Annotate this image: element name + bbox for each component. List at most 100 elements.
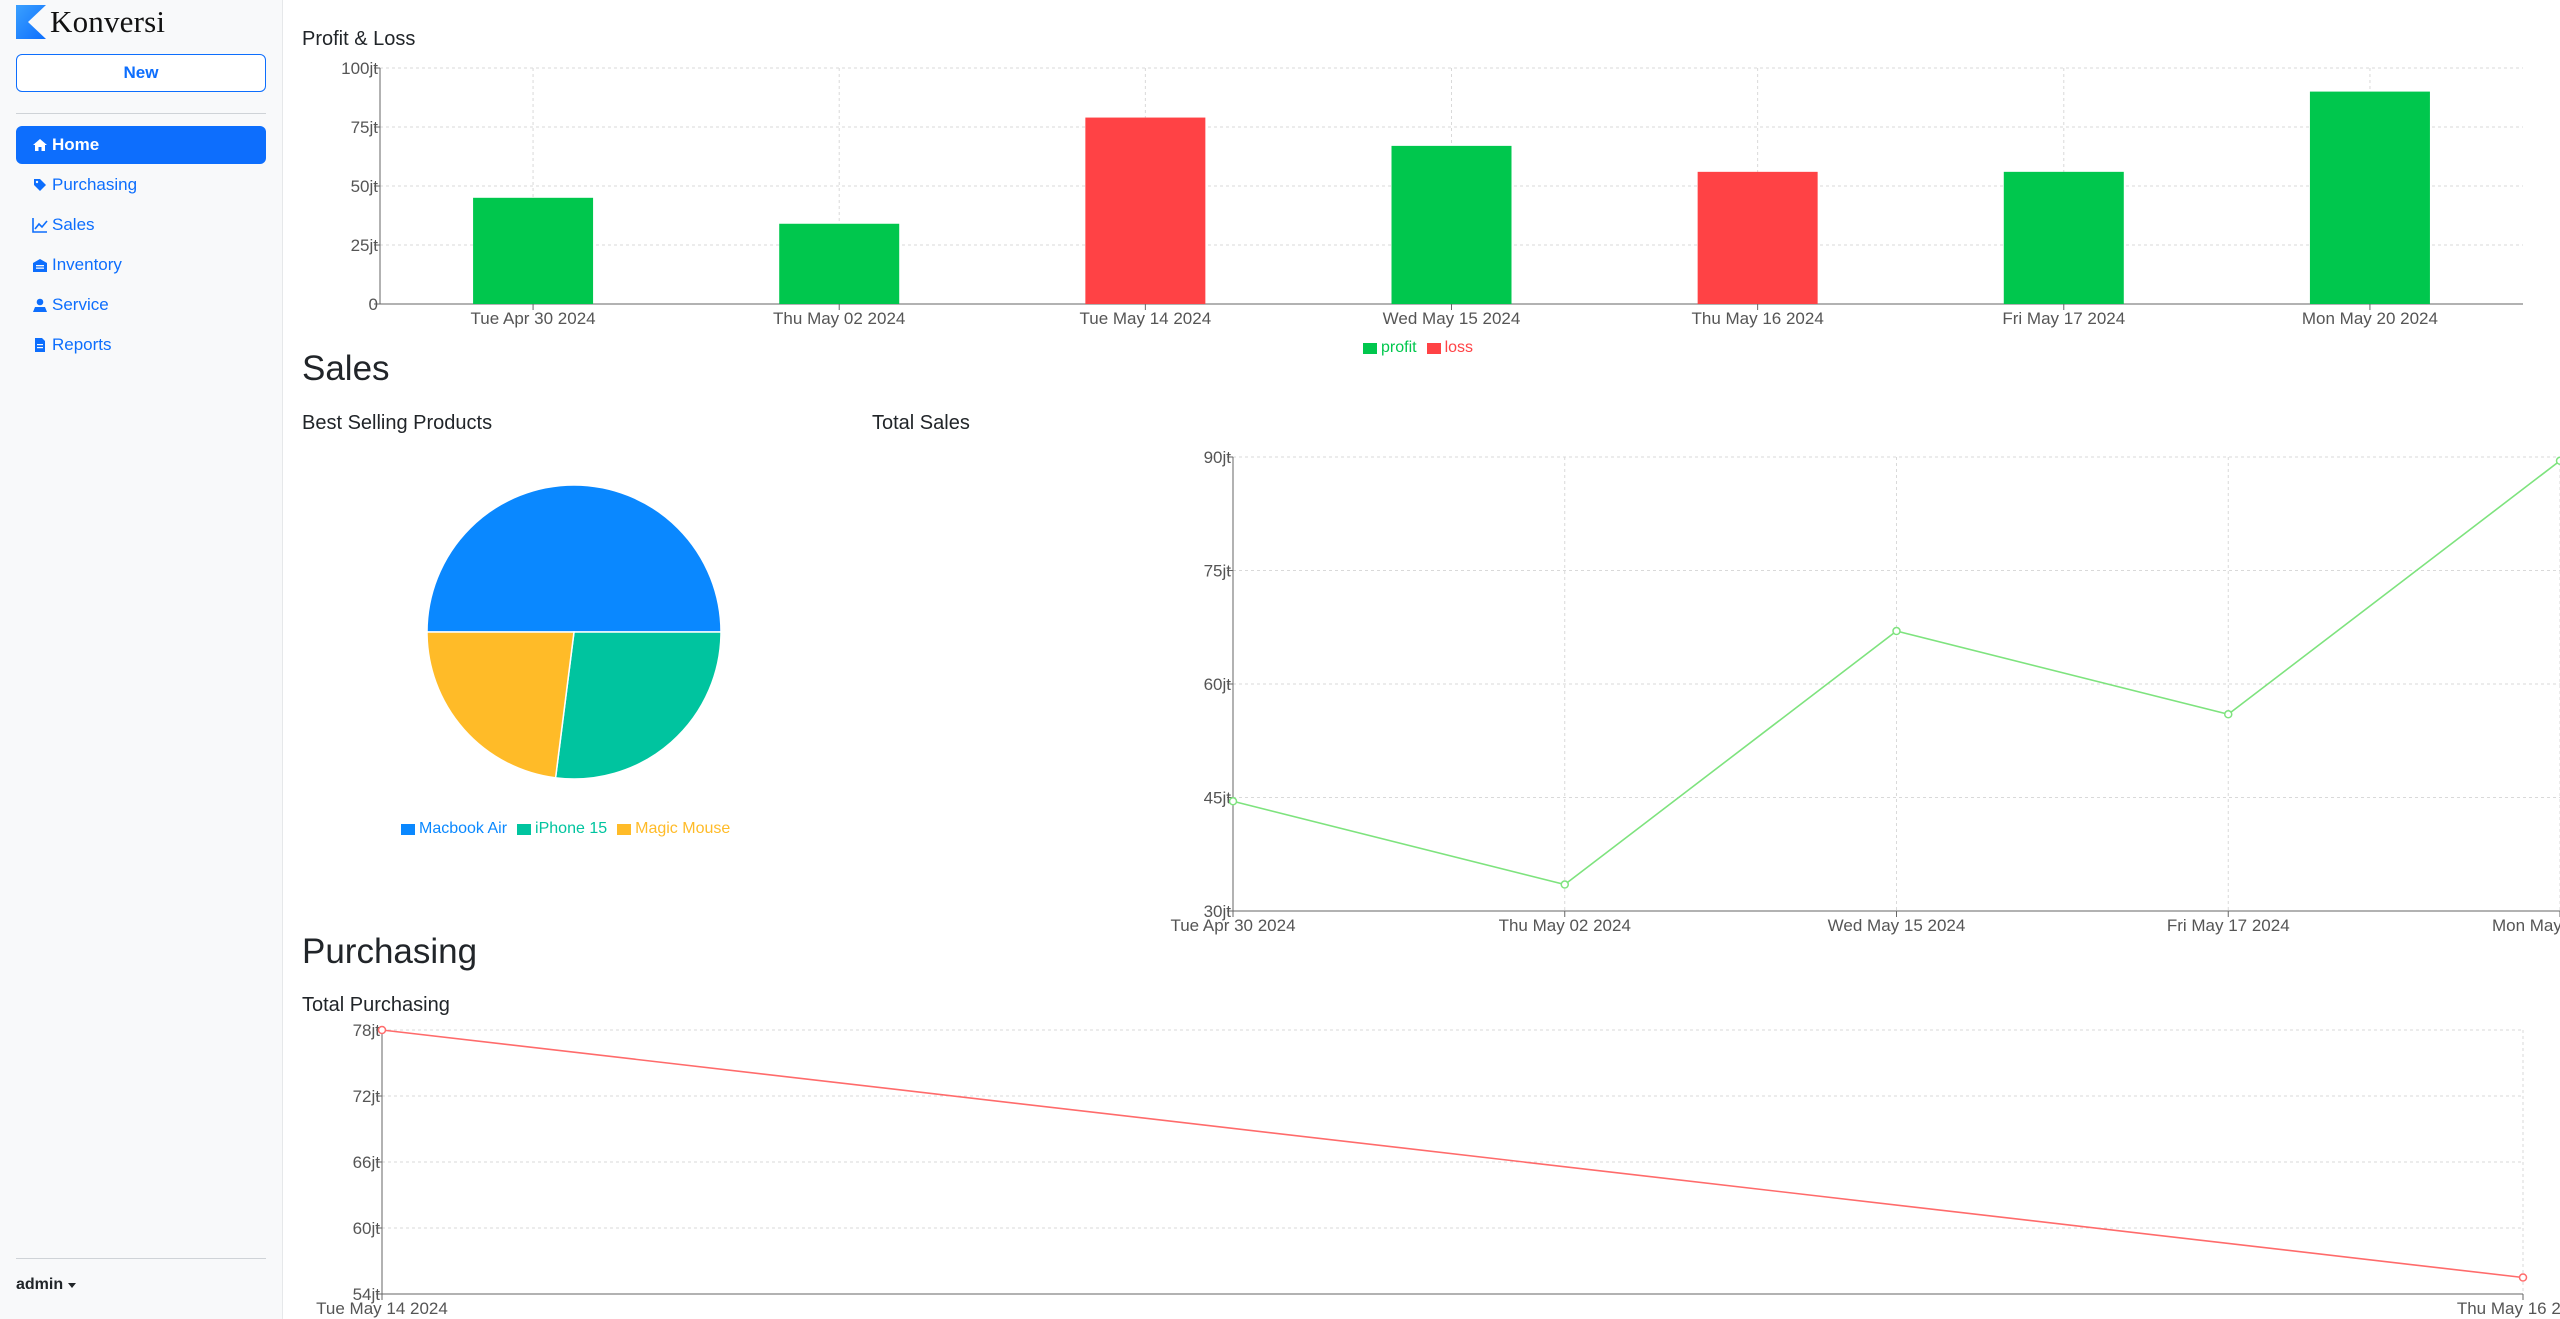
x-tick-label: Fri May 17 2024 xyxy=(2167,916,2290,935)
home-icon xyxy=(32,137,48,153)
sidebar-footer-divider xyxy=(16,1258,266,1259)
x-tick-label: Thu May 16 2024 xyxy=(1691,309,1823,328)
legend-item[interactable]: Magic Mouse xyxy=(617,820,730,838)
sidebar-item-sales[interactable]: Sales xyxy=(16,206,266,244)
sidebar-item-label: Inventory xyxy=(52,255,122,274)
caret-down-icon xyxy=(68,1282,77,1288)
best-selling-pie-chart xyxy=(426,484,722,780)
x-tick-label: Wed May 15 2024 xyxy=(1828,916,1966,935)
file-icon xyxy=(32,337,48,353)
y-tick-label: 50jt xyxy=(351,177,379,196)
loss-bar xyxy=(1085,117,1206,304)
data-point xyxy=(1228,797,1238,806)
profit-bar xyxy=(1391,145,1512,304)
x-tick-label: Tue Apr 30 2024 xyxy=(471,309,596,328)
sidebar-item-inventory[interactable]: Inventory xyxy=(16,246,266,284)
data-point xyxy=(2555,456,2560,466)
y-tick-label: 78jt xyxy=(353,1021,381,1040)
new-button[interactable]: New xyxy=(16,54,266,92)
brand[interactable]: Konversi xyxy=(16,4,165,40)
data-point xyxy=(1892,626,1901,636)
profit-bar xyxy=(2003,171,2124,304)
y-tick-label: 54jt xyxy=(353,1285,381,1304)
total-purchasing-chart: 54jt 60jt 66jt 72jt 78jt Tue May 14 2024 Thu M… xyxy=(316,1021,2560,1318)
profit-loss-legend: profit loss xyxy=(1363,339,1473,357)
y-tick-label: 75jt xyxy=(1204,562,1232,581)
y-tick-label: 30jt xyxy=(1204,902,1232,921)
legend-item[interactable]: Macbook Air xyxy=(401,820,507,838)
x-tick-label: Tue May 14 2024 xyxy=(316,1299,448,1318)
x-tick-label: Mon May 20 2024 xyxy=(2302,309,2438,328)
tag-icon xyxy=(32,177,48,193)
y-tick-label: 100jt xyxy=(341,59,378,78)
legend-item[interactable]: iPhone 15 xyxy=(517,820,607,838)
x-tick-label: Thu May 16 2024 xyxy=(2457,1299,2560,1318)
x-tick-label: Mon May 20 2024 xyxy=(2492,916,2560,935)
pie-slice xyxy=(426,631,575,779)
pie-slice xyxy=(426,484,722,633)
legend-label: profit xyxy=(1381,339,1417,356)
sidebar-item-label: Purchasing xyxy=(52,175,138,194)
loss-bar xyxy=(1697,171,1818,304)
total-purchasing-title: Total Purchasing xyxy=(302,994,450,1016)
sidebar-divider xyxy=(16,113,266,114)
profit-bar xyxy=(779,223,900,304)
y-tick-label: 75jt xyxy=(351,118,379,137)
sidebar-item-label: Sales xyxy=(52,215,95,234)
y-tick-label: 66jt xyxy=(353,1153,381,1172)
sidebar-item-label: Service xyxy=(52,295,109,314)
total-sales-title: Total Sales xyxy=(872,412,970,434)
x-tick-label: Tue May 14 2024 xyxy=(1080,309,1212,328)
legend-item-profit[interactable]: profit xyxy=(1363,339,1417,357)
brand-name: Konversi xyxy=(50,4,166,39)
data-point xyxy=(377,1025,387,1035)
sidebar-item-label: Home xyxy=(52,135,100,154)
sidebar-item-purchasing[interactable]: Purchasing xyxy=(16,166,266,204)
sidebar-item-service[interactable]: Service xyxy=(16,286,266,324)
y-tick-label: 0 xyxy=(369,295,378,314)
x-tick-label: Tue Apr 30 2024 xyxy=(1170,916,1295,935)
sales-heading: Sales xyxy=(302,349,390,388)
profit-bar xyxy=(2309,91,2430,304)
legend-item-loss[interactable]: loss xyxy=(1426,339,1474,357)
purchasing-heading: Purchasing xyxy=(302,932,478,971)
data-point xyxy=(2518,1273,2528,1282)
total-sales-chart: 30jt 45jt 60jt 75jt 90jt Tue Apr 30 2024 Thu M… xyxy=(1170,448,2560,935)
konversi-logo-icon xyxy=(16,5,46,39)
y-tick-label: 60jt xyxy=(353,1219,381,1238)
legend-label: Macbook Air xyxy=(419,820,508,837)
y-tick-label: 72jt xyxy=(353,1087,381,1106)
profit-loss-title: Profit & Loss xyxy=(302,28,416,50)
x-tick-label: Thu May 02 2024 xyxy=(1499,916,1631,935)
chart-line-icon xyxy=(32,217,48,233)
best-selling-legend: Macbook Air iPhone 15 Magic Mouse xyxy=(401,820,730,838)
legend-label: iPhone 15 xyxy=(535,820,608,837)
best-selling-title: Best Selling Products xyxy=(302,412,493,434)
legend-swatch xyxy=(1426,342,1441,354)
pie-slice xyxy=(554,631,722,780)
y-tick-label: 60jt xyxy=(1204,675,1232,694)
warehouse-icon xyxy=(32,257,48,273)
y-tick-label: 90jt xyxy=(1204,448,1232,467)
x-tick-label: Thu May 02 2024 xyxy=(773,309,905,328)
sidebar-item-reports[interactable]: Reports xyxy=(16,326,266,364)
series-line xyxy=(381,1029,2524,1279)
sidebar-item-home[interactable]: Home xyxy=(16,126,266,164)
main-content: Profit & Loss 0 25jt 50jt 75jt 100jt Tue Apr … xyxy=(283,0,2560,1319)
y-tick-label: 45jt xyxy=(1204,789,1232,808)
x-tick-label: Wed May 15 2024 xyxy=(1383,309,1521,328)
profit-bar xyxy=(473,197,594,304)
legend-swatch xyxy=(517,823,532,835)
sidebar: Konversi New Home Purchasing Sales xyxy=(0,0,283,1319)
legend-label: loss xyxy=(1444,339,1474,356)
legend-swatch xyxy=(617,823,632,835)
sidebar-nav: Home Purchasing Sales Inventory Service xyxy=(16,126,266,366)
data-point xyxy=(2224,710,2233,719)
legend-swatch xyxy=(1363,342,1377,354)
data-point xyxy=(1560,880,1569,889)
x-tick-label: Fri May 17 2024 xyxy=(2002,309,2125,328)
user-name: admin xyxy=(16,1276,64,1293)
y-tick-label: 25jt xyxy=(351,236,379,255)
legend-swatch xyxy=(401,823,415,835)
user-menu[interactable]: admin xyxy=(16,1276,77,1294)
